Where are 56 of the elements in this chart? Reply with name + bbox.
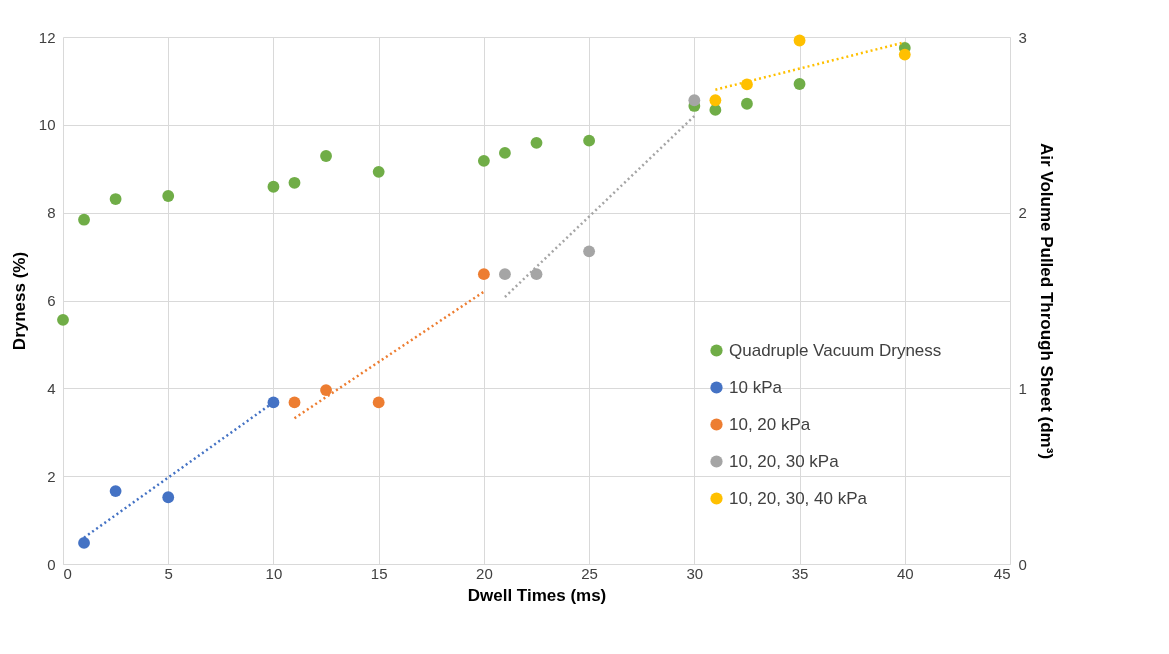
point [499,147,511,159]
point [741,97,753,110]
y2-axis-title: Air Volume Pulled Through Sheet (dm³) [1036,142,1056,460]
y2-tick-label: 1 [1018,379,1027,397]
x-tick-label: 30 [686,564,704,582]
point [583,134,596,147]
y-axis-title: Dryness (%) [9,251,29,351]
legend-label: 10, 20, 30, 40 kPa [729,488,868,508]
point [267,180,280,193]
y-tick-label: 12 [38,28,56,46]
x-tick-label: 10 [265,564,283,582]
point [372,165,385,178]
point [793,78,806,90]
point [109,193,122,205]
legend-label: 10 kPa [729,377,783,397]
legend-label: Quadruple Vacuum Dryness [729,340,942,360]
point [162,491,175,504]
point [477,268,490,281]
point [477,154,490,167]
x-tick-label: 25 [581,564,598,582]
point [372,396,385,409]
point [530,268,543,281]
point [78,213,90,226]
point [499,268,511,281]
legend-label: 10, 20 kPa [729,414,811,434]
point [162,190,175,202]
y-tick-label: 8 [47,204,56,222]
x-tick-label: 0 [63,564,72,582]
point [109,485,122,497]
y2-tick-label: 2 [1018,204,1027,222]
y-tick-label: 4 [47,379,56,397]
point [267,396,280,409]
legend-label: 10, 20, 30 kPa [729,451,840,471]
x-tick-label: 5 [164,564,173,582]
point [583,245,596,258]
point [898,48,911,61]
y-tick-label: 2 [47,467,56,485]
point [320,384,332,396]
point [57,313,69,326]
x-tick-label: 45 [993,564,1011,582]
point [793,34,806,47]
x-tick-label: 20 [476,564,493,582]
y2-tick-label: 3 [1018,28,1027,46]
point [78,537,90,549]
x-tick-label: 40 [896,564,914,582]
x-axis-title: Dwell Times (ms) [467,585,607,605]
point [530,136,543,149]
point [288,396,301,409]
x-tick-label: 35 [791,564,809,582]
y-tick-label: 10 [38,116,56,134]
point [688,94,701,107]
point [288,176,301,189]
point [709,94,722,107]
x-tick-label: 15 [370,564,388,582]
point [320,150,332,162]
y-tick-label: 6 [47,292,56,309]
